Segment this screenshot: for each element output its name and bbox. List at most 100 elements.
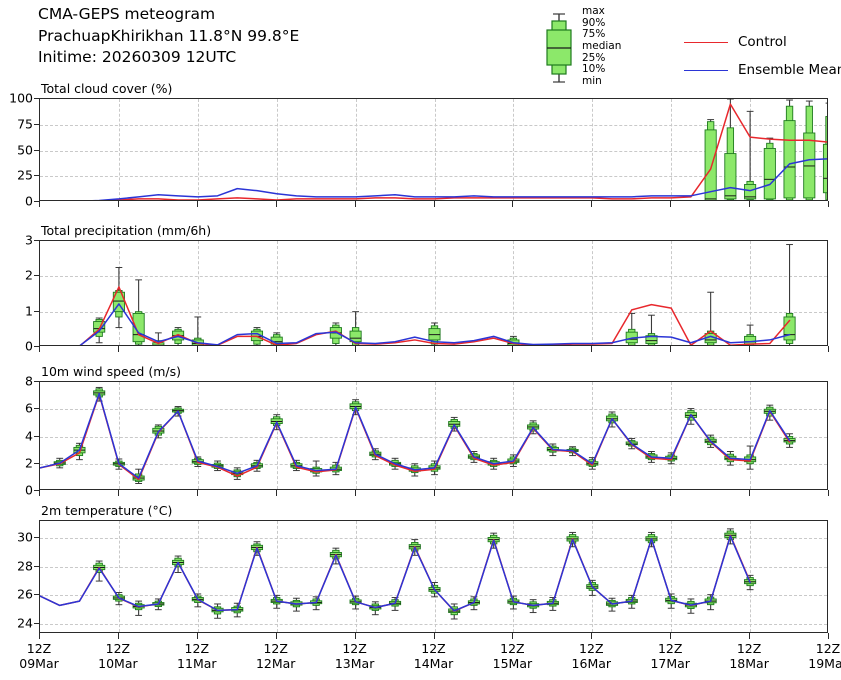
x-axis-tick-mark bbox=[828, 346, 829, 352]
x-axis-tick-mark bbox=[749, 346, 751, 352]
x-axis-tick-mark bbox=[196, 490, 198, 496]
panel-title: 10m wind speed (m/s) bbox=[41, 364, 181, 379]
y-axis-tick-mark bbox=[34, 381, 39, 382]
y-axis-tick-mark bbox=[34, 408, 39, 410]
legend-swatch-ensemble-mean bbox=[684, 69, 728, 71]
y-axis-tick-mark bbox=[34, 275, 39, 277]
series-line-ensemble-mean bbox=[79, 303, 791, 345]
gridline-horizontal bbox=[40, 311, 827, 313]
plot-area bbox=[39, 381, 828, 490]
boxplot-marker bbox=[763, 137, 776, 200]
x-axis-tick-mark bbox=[749, 633, 751, 639]
gridline-vertical bbox=[197, 382, 199, 489]
gridline-vertical bbox=[671, 99, 673, 200]
x-axis-tick-mark bbox=[670, 633, 672, 639]
series-line-control bbox=[103, 103, 827, 200]
x-axis-tick-mark bbox=[591, 201, 593, 207]
panel-4: 2m temperature (°C) 24 26 28 30 12Z 09Mar 12Z … bbox=[17, 503, 841, 671]
y-axis-tick-mark bbox=[34, 622, 39, 624]
x-axis-tick-mark bbox=[512, 490, 514, 496]
series-line-ensemble-mean bbox=[40, 535, 751, 612]
legend-quantile-90pct: 90% bbox=[582, 16, 606, 29]
x-axis-tick-mark bbox=[433, 346, 435, 352]
y-axis-tick-label: 3 bbox=[25, 232, 33, 248]
y-axis-tick-mark bbox=[34, 537, 39, 539]
x-axis-tick-mark bbox=[591, 346, 593, 352]
gridline-vertical bbox=[592, 521, 594, 632]
gridline-vertical bbox=[197, 99, 199, 200]
plot-area bbox=[39, 240, 828, 346]
x-axis-tick-label: 12Z 10Mar bbox=[98, 641, 138, 671]
plot-area bbox=[39, 520, 828, 633]
x-axis-tick-mark bbox=[354, 633, 356, 639]
gridline-horizontal bbox=[40, 176, 827, 178]
legend-quantile-10pct: 10% bbox=[582, 63, 606, 75]
series-overlay bbox=[40, 386, 796, 485]
x-axis-tick-label: 12Z 16Mar bbox=[571, 641, 612, 671]
legend-item-ensemble-mean[interactable]: Ensemble Mean bbox=[684, 56, 841, 84]
gridline-vertical bbox=[355, 382, 357, 489]
series-overlay bbox=[79, 244, 796, 345]
legend-quantile-25pct: 25% bbox=[582, 52, 606, 64]
boxplot-marker bbox=[625, 312, 638, 345]
x-axis-tick-label: 12Z 11Mar bbox=[177, 641, 217, 671]
boxplot-marker bbox=[783, 244, 796, 345]
panel-title: Total precipitation (mm/6h) bbox=[41, 223, 212, 238]
y-axis-tick-label: 4 bbox=[25, 428, 33, 443]
gridline-vertical bbox=[276, 382, 278, 489]
x-axis-tick-mark bbox=[433, 490, 435, 496]
x-axis-tick-mark bbox=[117, 490, 119, 496]
x-axis-tick-mark bbox=[512, 201, 514, 207]
y-axis-tick-mark bbox=[34, 123, 39, 125]
gridline-vertical bbox=[750, 241, 752, 345]
y-axis-tick-label: 25 bbox=[17, 167, 33, 183]
gridline-horizontal bbox=[40, 150, 827, 152]
x-axis-tick-mark bbox=[354, 201, 356, 207]
gridline-vertical bbox=[276, 521, 278, 632]
y-axis-tick-label: 2 bbox=[25, 455, 33, 471]
x-axis-tick-label: 12Z 19Mar bbox=[808, 641, 841, 671]
y-axis-tick-mark bbox=[34, 149, 39, 151]
gridline-vertical bbox=[355, 241, 357, 345]
x-axis-tick-mark bbox=[670, 490, 672, 496]
boxplot-marker bbox=[132, 279, 145, 345]
x-axis-tick-mark bbox=[828, 490, 829, 496]
x-axis-tick-mark bbox=[196, 633, 198, 639]
legend-item-control[interactable]: Control bbox=[684, 28, 841, 56]
y-axis-tick-mark bbox=[34, 201, 39, 202]
y-axis-tick-mark bbox=[34, 240, 39, 241]
x-axis-tick-label: 12Z 17Mar bbox=[650, 641, 690, 671]
y-axis-tick-mark bbox=[34, 594, 39, 596]
gridline-horizontal bbox=[40, 436, 827, 438]
gridline-vertical bbox=[592, 99, 594, 200]
x-axis-tick-mark bbox=[670, 346, 672, 352]
y-axis-tick-label: 2 bbox=[25, 267, 33, 283]
gridline-vertical bbox=[513, 99, 515, 200]
gridline-vertical bbox=[671, 382, 673, 489]
legend-quantile-max: max bbox=[582, 5, 605, 17]
x-axis-tick-mark bbox=[512, 633, 514, 639]
plot-area bbox=[39, 98, 828, 201]
gridline-vertical bbox=[592, 382, 594, 489]
x-axis-tick-mark bbox=[196, 201, 198, 207]
boxplot-marker bbox=[744, 110, 757, 200]
panel-3: 10m wind speed (m/s) 0 2 4 6 8 bbox=[25, 364, 829, 498]
gridline-vertical bbox=[513, 521, 515, 632]
legend-label-ensemble-mean: Ensemble Mean bbox=[738, 62, 841, 78]
boxplot-marker bbox=[645, 314, 658, 345]
gridline-horizontal bbox=[40, 566, 827, 568]
gridline-vertical bbox=[276, 241, 278, 345]
gridline-vertical bbox=[197, 241, 199, 345]
panel-title: Total cloud cover (%) bbox=[41, 81, 173, 96]
boxplot-marker bbox=[822, 102, 827, 200]
gridline-vertical bbox=[355, 521, 357, 632]
y-axis-tick-label: 0 bbox=[25, 338, 33, 354]
x-axis-tick-mark bbox=[433, 201, 435, 207]
y-axis-tick-label: 24 bbox=[17, 615, 33, 631]
x-axis-tick-mark bbox=[512, 346, 514, 352]
x-axis-tick-mark bbox=[670, 201, 672, 207]
y-axis-tick-mark bbox=[34, 310, 39, 312]
y-axis-tick-mark bbox=[34, 565, 39, 567]
y-axis-tick-label: 28 bbox=[17, 558, 33, 574]
y-axis-tick-label: 26 bbox=[17, 586, 33, 602]
